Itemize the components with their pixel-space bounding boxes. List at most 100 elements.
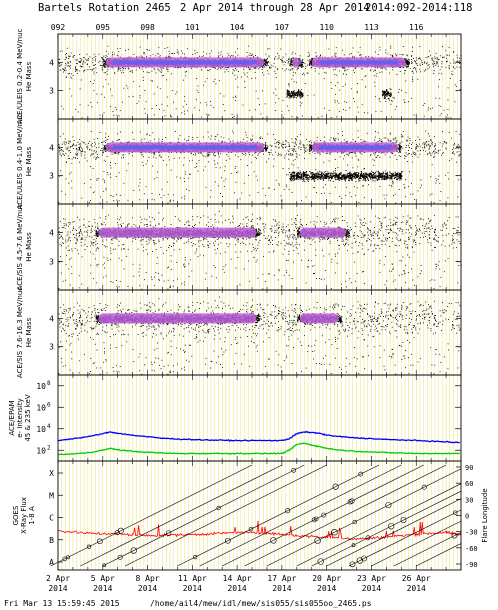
top-doy-label: 107: [275, 23, 290, 32]
scatter-sis-1: [58, 210, 462, 290]
ytick-label: 3: [49, 87, 54, 96]
flare-marker: [356, 557, 364, 564]
ytick-right-label: 0: [465, 513, 469, 521]
flare-marker: [224, 537, 231, 544]
flare-longitude-line: [222, 464, 424, 567]
flare-marker: [349, 561, 356, 568]
bottom-date-label: 11 Apr: [178, 574, 207, 583]
flare-marker: [358, 471, 364, 477]
top-doy-label: 098: [140, 23, 155, 32]
ylabel: 1-8 A: [28, 506, 36, 525]
ytick-label: 3: [49, 343, 54, 352]
flare-marker: [421, 484, 427, 490]
ytick-exponent: 2: [47, 444, 51, 451]
ytick-right-label: -90: [465, 561, 478, 569]
flare-marker: [349, 498, 355, 504]
ytick-label: 4: [49, 143, 54, 152]
top-doy-label: 113: [364, 23, 379, 32]
flare-longitude-line: [199, 464, 402, 567]
flare-marker: [216, 505, 221, 511]
ylabel: ACE/SIS 7.6-16.3 MeV/nuc: [16, 287, 24, 378]
ylabel: GOES: [12, 505, 20, 525]
top-doy-label: 101: [185, 23, 200, 32]
ytick-label: 3: [49, 257, 54, 266]
flare-marker: [331, 528, 338, 536]
ytick-label: B: [49, 536, 54, 545]
bottom-date-label: 2 Apr: [46, 574, 70, 583]
ytick-label: A: [49, 558, 54, 567]
xray-flux-line: [57, 520, 461, 541]
bottom-date-label: 20 Apr: [312, 574, 341, 583]
ylabel: ACE/SIS 4.5-7.6 MeV/nuc: [16, 203, 24, 290]
ytick-label: X: [49, 469, 54, 478]
flare-marker: [87, 544, 92, 549]
ylabel: ACE/EPAM: [8, 400, 16, 435]
flare-marker: [117, 527, 124, 534]
ytick-exponent: 6: [47, 401, 51, 408]
flare-longitude-line: [348, 509, 462, 567]
flare-marker: [352, 519, 357, 525]
ylabel: X-Ray Flux: [20, 497, 28, 534]
flare-longitude-line: [393, 532, 462, 567]
epam-series-line: [57, 430, 460, 444]
bottom-year-label: 2014: [183, 584, 202, 593]
ytick-label: 4: [49, 314, 54, 323]
ytick-label: M: [49, 491, 54, 500]
bottom-year-label: 2014: [227, 584, 246, 593]
bottom-year-label: 2014: [362, 584, 381, 593]
ylabel-sub: He Mass: [25, 61, 33, 91]
ytick-label: 10: [36, 403, 46, 412]
flare-marker: [365, 535, 371, 541]
flare-marker: [385, 502, 392, 509]
flare-longitude-line: [50, 464, 253, 567]
flare-marker: [248, 526, 254, 532]
flare-marker: [314, 537, 321, 544]
bottom-year-label: 2014: [48, 584, 67, 593]
flare-marker: [388, 523, 395, 530]
flare-marker: [62, 556, 67, 562]
ytick-exponent: 8: [47, 380, 51, 387]
ylabel: ACE/ULEIS 0.4-1.0 MeV/nuc: [16, 113, 24, 209]
ylabel-right: Flare Longitude: [481, 488, 489, 542]
scatter-sis-2: [58, 296, 462, 375]
density-core: [112, 145, 257, 150]
ytick-right-label: -60: [465, 545, 478, 553]
scatter-uleis-1: [58, 45, 462, 119]
flare-marker: [321, 512, 327, 518]
flare-marker: [117, 554, 123, 560]
ytick-right-label: 60: [465, 480, 473, 488]
chart-doy-range: 2014:092-2014:118: [365, 2, 472, 14]
ylabel-sub: He Mass: [25, 232, 33, 262]
density-band: [299, 313, 339, 324]
density-core: [299, 60, 302, 65]
bottom-date-label: 23 Apr: [357, 574, 386, 583]
flare-marker: [400, 517, 407, 523]
bottom-date-label: 8 Apr: [136, 574, 160, 583]
bottom-date-label: 26 Apr: [402, 574, 431, 583]
flare-marker: [285, 508, 291, 514]
epam-series-line: [57, 442, 460, 456]
ylabel: ACE/ULEIS 0.2-0.4 MeV/nuc: [16, 28, 24, 124]
top-doy-label: 104: [230, 23, 245, 32]
density-core: [318, 60, 399, 65]
chart-date-range: 2 Apr 2014 through 28 Apr 2014: [180, 2, 370, 14]
top-doy-label: 116: [409, 23, 424, 32]
ytick-label: 4: [49, 58, 54, 67]
ylabel-sub: He Mass: [25, 317, 33, 347]
flare-marker: [361, 555, 368, 562]
flare-marker: [317, 558, 324, 565]
density-band: [299, 227, 347, 238]
ylabel-sub: He Mass: [25, 146, 33, 176]
top-doy-label: 092: [51, 23, 66, 32]
scatter-uleis-2: [58, 130, 462, 204]
flare-marker: [291, 467, 297, 473]
density-core: [318, 145, 392, 150]
top-doy-label: 095: [96, 23, 111, 32]
flare-marker: [311, 517, 317, 523]
flare-longitude-line: [125, 464, 327, 567]
flare-marker: [270, 537, 277, 544]
ytick-exponent: 4: [47, 423, 51, 430]
ytick-right-label: 30: [465, 496, 473, 504]
ytick-label: 10: [36, 425, 46, 434]
